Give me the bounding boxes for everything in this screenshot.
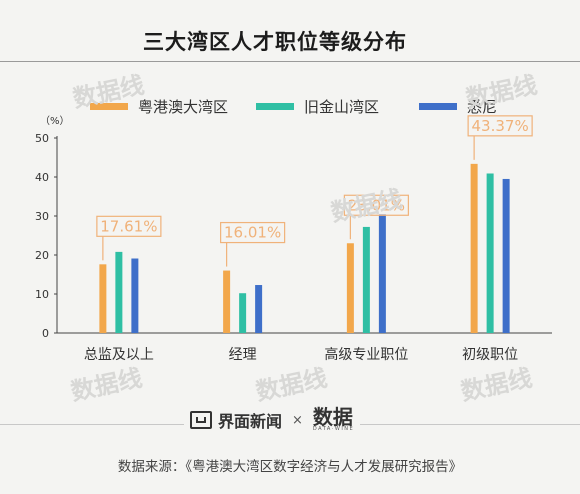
bar: [223, 270, 231, 333]
x-tick-label: 高级专业职位: [324, 346, 408, 363]
brand-lockup: 界面新闻 × 数据 DATA·WINE: [184, 405, 361, 432]
data-label: 23.01%: [348, 196, 405, 214]
data-label-box: [343, 194, 409, 216]
bar: [115, 251, 123, 333]
legend-label-sf: 旧金山湾区: [304, 98, 380, 116]
x-tick-label: 初级职位: [462, 346, 518, 363]
legend-label-sydney: 悉尼: [467, 98, 498, 116]
data-label: 43.37%: [472, 117, 529, 135]
brand-separator: ×: [292, 412, 303, 428]
y-tick-label: 50: [35, 132, 49, 145]
legend-swatch-sydney: [419, 103, 457, 110]
source-note: 数据来源：《粤港澳大湾区数字经济与人才发展研究报告》: [117, 459, 463, 475]
legend-item-gba: 粤港澳大湾区: [90, 96, 228, 117]
datawine-logo-sub: DATA·WINE: [312, 426, 355, 432]
y-tick-label: 10: [35, 288, 49, 301]
legend-swatch-sf: [256, 103, 294, 110]
bar: [255, 285, 263, 333]
x-tick-label: 总监及以上: [84, 347, 154, 363]
bar: [378, 214, 386, 333]
bar: [239, 293, 247, 333]
data-label-box: [467, 115, 533, 137]
data-label: 17.61%: [100, 217, 157, 235]
x-tick-label: 经理: [229, 347, 257, 363]
legend-item-sydney: 悉尼: [419, 96, 497, 117]
bar: [362, 226, 370, 333]
legend-item-sf: 旧金山湾区: [256, 96, 379, 117]
y-tick-label: 0: [42, 327, 49, 340]
bar: [502, 178, 510, 333]
data-label: 16.01%: [224, 224, 281, 242]
legend-label-gba: 粤港澳大湾区: [138, 98, 229, 116]
bar: [131, 258, 139, 333]
y-tick-label: 40: [35, 171, 49, 184]
y-unit-label: （%）: [40, 115, 70, 127]
y-tick-label: 30: [35, 210, 49, 223]
bar: [486, 173, 494, 333]
jiemian-logo-icon: [190, 411, 212, 429]
y-tick-label: 20: [35, 249, 49, 262]
legend: 粤港澳大湾区 旧金山湾区 悉尼: [0, 96, 580, 120]
datawine-logo: 数据 DATA·WINE: [312, 405, 355, 432]
brand-name: 界面新闻: [218, 412, 283, 431]
title-divider: [0, 61, 580, 62]
legend-swatch-gba: [90, 103, 128, 110]
data-label-box: [96, 215, 162, 237]
bar: [470, 163, 478, 333]
data-label-box: [220, 221, 286, 244]
datawine-logo-text: 数据: [312, 405, 353, 429]
bar: [346, 243, 354, 333]
chart-title: 三大湾区人才职位等级分布: [143, 30, 407, 54]
bar: [99, 264, 107, 333]
